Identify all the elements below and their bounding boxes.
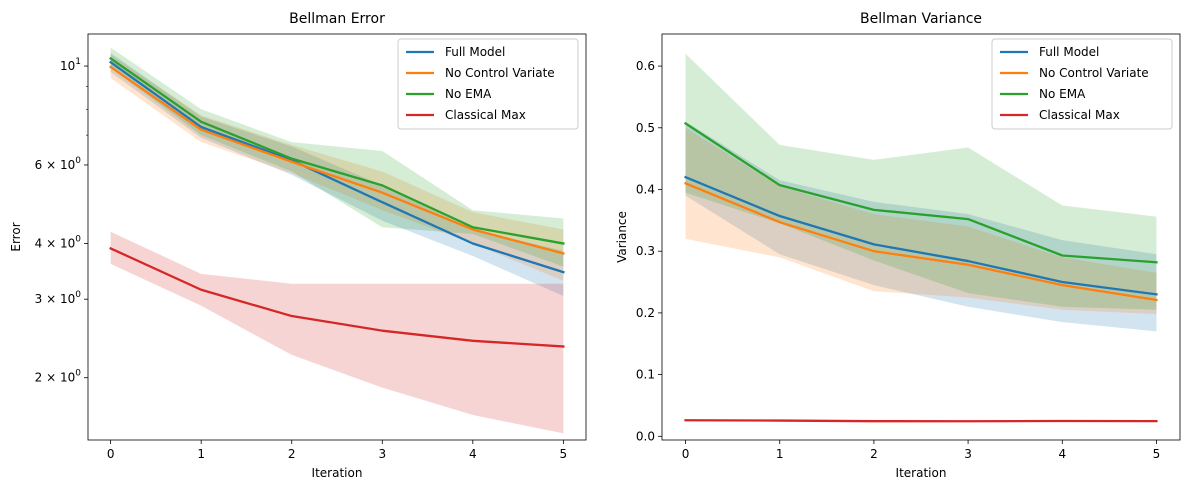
y-tick-label: 0.6 <box>636 59 655 73</box>
series-line-full-model <box>684 175 1158 296</box>
y-tick-label: 2 × 100 <box>35 369 82 385</box>
x-tick-label: 1 <box>776 447 784 461</box>
x-tick-label: 0 <box>682 447 690 461</box>
legend: Full Model No Control Variate No EMA Classi… <box>991 38 1173 130</box>
x-axis-label: Iteration <box>896 466 947 480</box>
legend-label-no-ema: No EMA <box>445 87 492 101</box>
x-tick-label: 2 <box>288 447 296 461</box>
band-classical-max <box>110 231 564 434</box>
legend-label-full-model: Full Model <box>1039 45 1099 59</box>
series-lines <box>683 121 1158 423</box>
series-line-no-ema <box>683 121 1158 264</box>
legend-box <box>397 38 579 130</box>
y-tick-label: 4 × 100 <box>35 234 82 250</box>
chart-title: Bellman Variance <box>860 11 982 27</box>
x-ticks: 0 1 2 3 4 5 <box>682 440 1161 461</box>
legend-label-classical-max: Classical Max <box>445 108 526 122</box>
axes-frame <box>87 33 587 441</box>
y-ticks: 0.0 0.1 0.2 0.3 0.4 0.5 0.6 <box>636 59 662 443</box>
y-tick-label: 0.1 <box>636 368 655 382</box>
y-tick-label: 0.3 <box>636 244 655 258</box>
x-tick-label: 3 <box>378 447 386 461</box>
series-line-no-control-variate <box>684 181 1158 302</box>
x-tick-label: 4 <box>1058 447 1066 461</box>
legend-label-no-ema: No EMA <box>1039 87 1086 101</box>
x-tick-label: 1 <box>197 447 205 461</box>
y-tick-label: 0.2 <box>636 306 655 320</box>
axes-frame <box>661 33 1181 441</box>
band-no-ema <box>110 47 564 267</box>
bellman-variance-panel: 0 1 2 3 4 5 0.0 0.1 0.2 0.3 0.4 0.5 0.6 Bellman Var… <box>615 11 1181 480</box>
x-tick-label: 4 <box>469 447 477 461</box>
y-tick-label: 3 × 100 <box>35 290 82 306</box>
series-lines <box>109 56 565 348</box>
chart-title: Bellman Error <box>289 11 385 27</box>
legend-label-no-control-variate: No Control Variate <box>445 66 555 80</box>
x-tick-label: 5 <box>560 447 568 461</box>
legend-label-no-control-variate: No Control Variate <box>1039 66 1149 80</box>
legend-label-classical-max: Classical Max <box>1039 108 1120 122</box>
series-line-classical-max <box>684 419 1158 423</box>
y-tick-label: 0.4 <box>636 182 655 196</box>
legend: Full Model No Control Variate No EMA Classi… <box>397 38 579 130</box>
series-line-classical-max <box>109 246 565 348</box>
x-ticks: 0 1 2 3 4 5 <box>107 440 567 461</box>
band-full-model <box>110 52 564 297</box>
y-ticks: 101 6 × 100 4 × 100 3 × 100 2 × 100 <box>35 57 88 385</box>
x-tick-label: 0 <box>107 447 115 461</box>
x-tick-label: 2 <box>870 447 878 461</box>
series-line-no-ema <box>109 56 565 245</box>
legend-label-full-model: Full Model <box>445 45 505 59</box>
bellman-error-panel: 0 1 2 3 4 5 101 6 × 100 4 × 100 3 × 100 2 × 100 B… <box>9 11 587 480</box>
x-axis-label: Iteration <box>312 466 363 480</box>
band-no-control-variate <box>110 54 564 281</box>
y-tick-label: 0.5 <box>636 121 655 135</box>
y-axis-label: Variance <box>615 211 629 263</box>
series-line-no-control-variate <box>109 65 565 255</box>
confidence-bands <box>110 47 564 434</box>
band-no-control-variate <box>685 127 1157 315</box>
y-tick-label: 6 × 100 <box>35 156 82 172</box>
y-tick-label: 0.0 <box>636 429 655 443</box>
y-axis-label: Error <box>9 222 23 251</box>
y-tick-label: 101 <box>60 57 81 73</box>
legend-box <box>991 38 1173 130</box>
series-line-full-model <box>109 60 565 274</box>
x-tick-label: 3 <box>964 447 972 461</box>
x-tick-label: 5 <box>1153 447 1161 461</box>
